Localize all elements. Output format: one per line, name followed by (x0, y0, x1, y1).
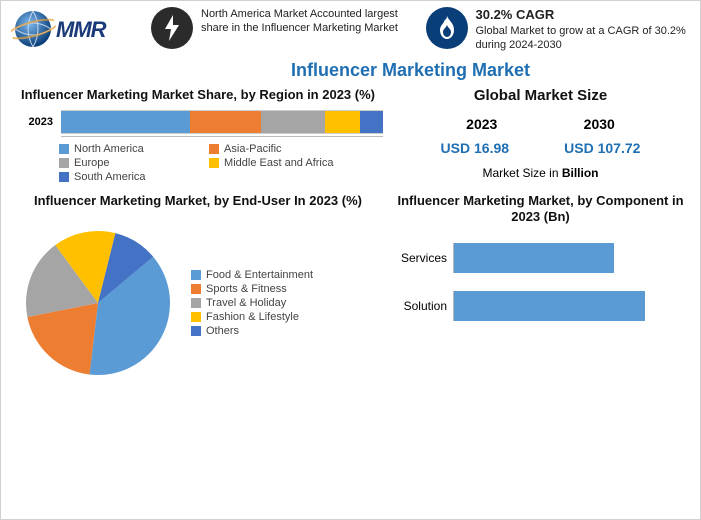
region-seg (190, 111, 261, 133)
component-bar (454, 291, 645, 321)
component-chart: Influencer Marketing Market, by Componen… (393, 193, 688, 385)
size-unit: Market Size in Billion (393, 166, 688, 180)
legend-item: Middle East and Africa (209, 157, 383, 169)
component-chart-title: Influencer Marketing Market, by Componen… (393, 193, 688, 226)
flame-icon (426, 7, 468, 49)
component-row: Solution (393, 291, 688, 321)
region-seg (360, 111, 383, 133)
legend-item: North America (59, 143, 195, 155)
legend-item: South America (59, 171, 195, 183)
component-label: Solution (393, 299, 453, 313)
legend-item: Asia-Pacific (209, 143, 383, 155)
legend-item: Europe (59, 157, 195, 169)
pie-svg (13, 215, 183, 385)
main-title: Influencer Marketing Market (121, 60, 700, 81)
size-val1: USD 16.98 (441, 140, 509, 156)
market-size-title: Global Market Size (393, 87, 688, 106)
legend-item: Sports & Fitness (191, 283, 313, 295)
region-seg (61, 111, 190, 133)
component-bar (454, 243, 614, 273)
stat2-body: Global Market to grow at a CAGR of 30.2%… (476, 25, 686, 51)
region-seg (325, 111, 360, 133)
legend-item: Others (191, 325, 313, 337)
stat2-title: 30.2% CAGR (476, 7, 691, 24)
market-size-panel: Global Market Size 2023 2030 USD 16.98 U… (393, 87, 688, 182)
stat-block-1: North America Market Accounted largest s… (151, 7, 416, 49)
logo: MMR (11, 7, 141, 52)
stat1-text: North America Market Accounted largest s… (201, 7, 416, 36)
region-chart: Influencer Marketing Market Share, by Re… (13, 87, 383, 182)
logo-text: MMR (56, 17, 106, 43)
header: MMR North America Market Accounted large… (1, 1, 700, 52)
region-legend: North America Asia-Pacific Europe Middle Ea… (59, 143, 383, 183)
pie-chart: Influencer Marketing Market, by End-User… (13, 193, 383, 385)
legend-item: Fashion & Lifestyle (191, 311, 313, 323)
bolt-icon (151, 7, 193, 49)
size-year1: 2023 (466, 116, 497, 132)
region-year-label: 2023 (13, 116, 53, 128)
component-label: Services (393, 251, 453, 265)
globe-icon (11, 7, 56, 52)
legend-item: Food & Entertainment (191, 269, 313, 281)
region-seg (261, 111, 325, 133)
size-year2: 2030 (584, 116, 615, 132)
region-stacked-bar (61, 110, 383, 134)
component-row: Services (393, 243, 688, 273)
stat-block-2: 30.2% CAGR Global Market to grow at a CA… (426, 7, 691, 52)
size-val2: USD 107.72 (564, 140, 640, 156)
stat2-text: 30.2% CAGR Global Market to grow at a CA… (476, 7, 691, 52)
pie-chart-title: Influencer Marketing Market, by End-User… (13, 193, 383, 209)
region-chart-title: Influencer Marketing Market Share, by Re… (13, 87, 383, 103)
legend-item: Travel & Holiday (191, 297, 313, 309)
pie-legend: Food & Entertainment Sports & Fitness Trav… (191, 269, 313, 337)
